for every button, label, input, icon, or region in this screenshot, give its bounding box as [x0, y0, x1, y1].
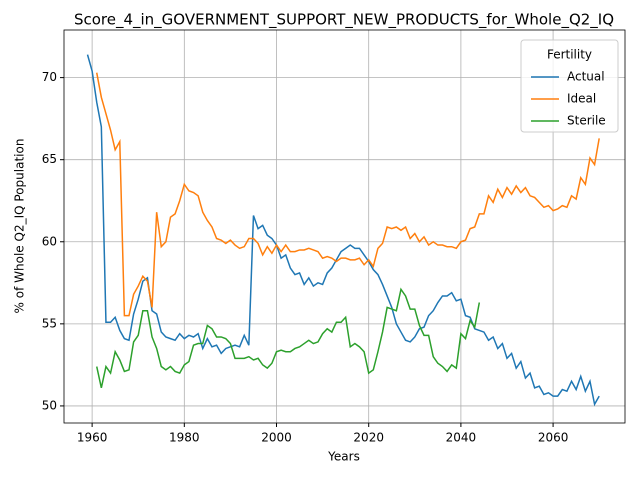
plot-frame [63, 29, 626, 424]
legend-label: Actual [567, 70, 605, 84]
y-tick-label: 50 [42, 398, 57, 412]
legend-box [520, 39, 619, 133]
x-tick-label: 2040 [446, 431, 477, 445]
y-axis-label: % of Whole Q2_IQ Population [13, 139, 27, 314]
x-axis-label: Years [327, 450, 360, 464]
y-tick-label: 70 [42, 70, 57, 84]
legend-title: Fertility [547, 48, 592, 62]
series-line [95, 72, 600, 317]
y-tick-label: 65 [42, 152, 57, 166]
legend-label: Sterile [567, 114, 606, 128]
legend-label: Ideal [567, 92, 596, 106]
x-tick-label: 2060 [538, 431, 569, 445]
y-tick-label: 60 [42, 234, 57, 248]
x-tick-label: 1980 [169, 431, 200, 445]
x-tick-label: 2000 [261, 431, 292, 445]
series-line [86, 54, 600, 407]
x-tick-label: 2020 [353, 431, 384, 445]
series-line [95, 287, 481, 389]
chart-title: Score_4_in_GOVERNMENT_SUPPORT_NEW_PRODUC… [74, 11, 614, 30]
x-tick-label: 1960 [77, 431, 108, 445]
y-tick-label: 55 [42, 316, 57, 330]
